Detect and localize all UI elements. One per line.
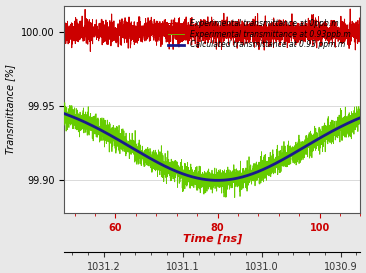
Experimental transmittance at 0ppb.m xyxy=(62,28,67,31)
Calculated transmittance at 0.93 ppm.m xyxy=(188,175,193,178)
Experimental transmittance at 0ppb.m xyxy=(96,34,101,37)
Calculated transmittance at 0.93 ppm.m xyxy=(113,137,118,140)
Calculated transmittance at 0.93 ppm.m xyxy=(215,179,220,182)
Experimental transmittance at 0ppb.m xyxy=(358,31,363,35)
Experimental transmittance at 0ppb.m xyxy=(352,27,357,30)
Experimental transmittance at 0ppb.m xyxy=(348,7,352,11)
Line: Experimental transmittance at 0.93ppb.m: Experimental transmittance at 0.93ppb.m xyxy=(64,103,361,197)
Calculated transmittance at 0.93 ppm.m xyxy=(358,116,363,119)
Experimental transmittance at 0ppb.m xyxy=(176,43,180,47)
Experimental transmittance at 0.93ppb.m xyxy=(321,136,325,139)
Experimental transmittance at 0.93ppb.m xyxy=(114,152,118,155)
Experimental transmittance at 0ppb.m xyxy=(88,50,93,53)
Experimental transmittance at 0.93ppb.m xyxy=(232,196,237,199)
Experimental transmittance at 0.93ppb.m xyxy=(62,123,67,127)
Experimental transmittance at 0.93ppb.m xyxy=(352,118,357,122)
Experimental transmittance at 0.93ppb.m xyxy=(358,123,363,126)
Experimental transmittance at 0.93ppb.m xyxy=(63,101,67,104)
Calculated transmittance at 0.93 ppm.m xyxy=(96,127,100,130)
Experimental transmittance at 0ppb.m xyxy=(114,27,118,31)
Calculated transmittance at 0.93 ppm.m xyxy=(321,135,325,138)
Legend: Experimental transmittance at 0ppb.m, Experimental transmittance at 0.93ppb.m, C: Experimental transmittance at 0ppb.m, Ex… xyxy=(165,16,354,52)
Experimental transmittance at 0.93ppb.m xyxy=(189,184,193,187)
Experimental transmittance at 0.93ppb.m xyxy=(96,120,101,123)
Calculated transmittance at 0.93 ppm.m xyxy=(62,112,67,115)
Experimental transmittance at 0.93ppb.m xyxy=(176,164,180,167)
Line: Experimental transmittance at 0ppb.m: Experimental transmittance at 0ppb.m xyxy=(64,9,361,51)
Line: Calculated transmittance at 0.93 ppm.m: Calculated transmittance at 0.93 ppm.m xyxy=(64,114,361,180)
Experimental transmittance at 0ppb.m xyxy=(189,31,193,35)
X-axis label: Time [ns]: Time [ns] xyxy=(183,234,242,244)
Y-axis label: Transmittance [%]: Transmittance [%] xyxy=(5,64,16,154)
Calculated transmittance at 0.93 ppm.m xyxy=(352,118,357,122)
Experimental transmittance at 0ppb.m xyxy=(321,28,325,31)
Calculated transmittance at 0.93 ppm.m xyxy=(176,170,180,174)
